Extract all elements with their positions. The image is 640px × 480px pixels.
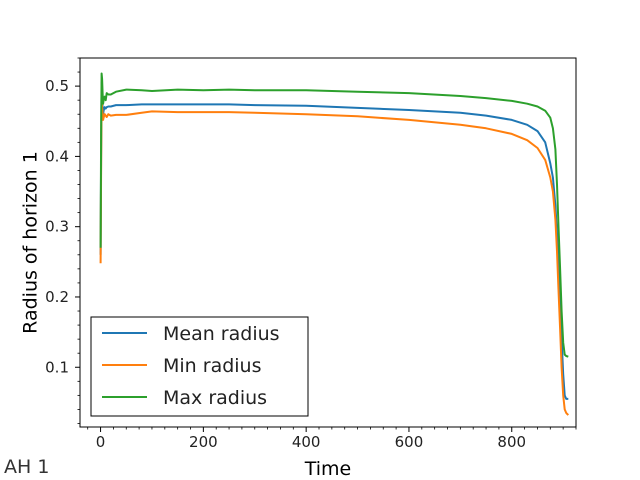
legend: Mean radius Min radius Max radius	[90, 316, 309, 417]
y-tick-label: 0.4	[45, 147, 69, 165]
x-tick-label: 800	[497, 433, 526, 451]
plot-frame	[79, 57, 577, 428]
x-axis-title: Time	[304, 458, 352, 480]
x-tick-label: 0	[96, 433, 106, 451]
series-layer	[99, 72, 570, 416]
y-tick-label: 0.2	[45, 288, 69, 306]
axes-layer: 0 200 400 600 800 0.1 0.2 0.3 0.4 0.5	[45, 57, 577, 451]
x-tick-label: 200	[189, 433, 218, 451]
y-axis-title: Radius of horizon 1	[20, 151, 42, 334]
legend-label-2: Min radius	[163, 355, 262, 377]
x-tick-label: 600	[395, 433, 424, 451]
y-tick-label: 0.1	[45, 358, 69, 376]
y-tick-label: 0.5	[45, 77, 69, 95]
series-line-2	[99, 92, 570, 416]
y-tick-label: 0.3	[45, 218, 69, 236]
figure-label: AH 1	[4, 456, 49, 478]
series-line-3	[99, 72, 569, 358]
legend-label-3: Max radius	[163, 387, 267, 409]
legend-label-1: Mean radius	[163, 323, 280, 345]
x-tick-label: 400	[292, 433, 321, 451]
